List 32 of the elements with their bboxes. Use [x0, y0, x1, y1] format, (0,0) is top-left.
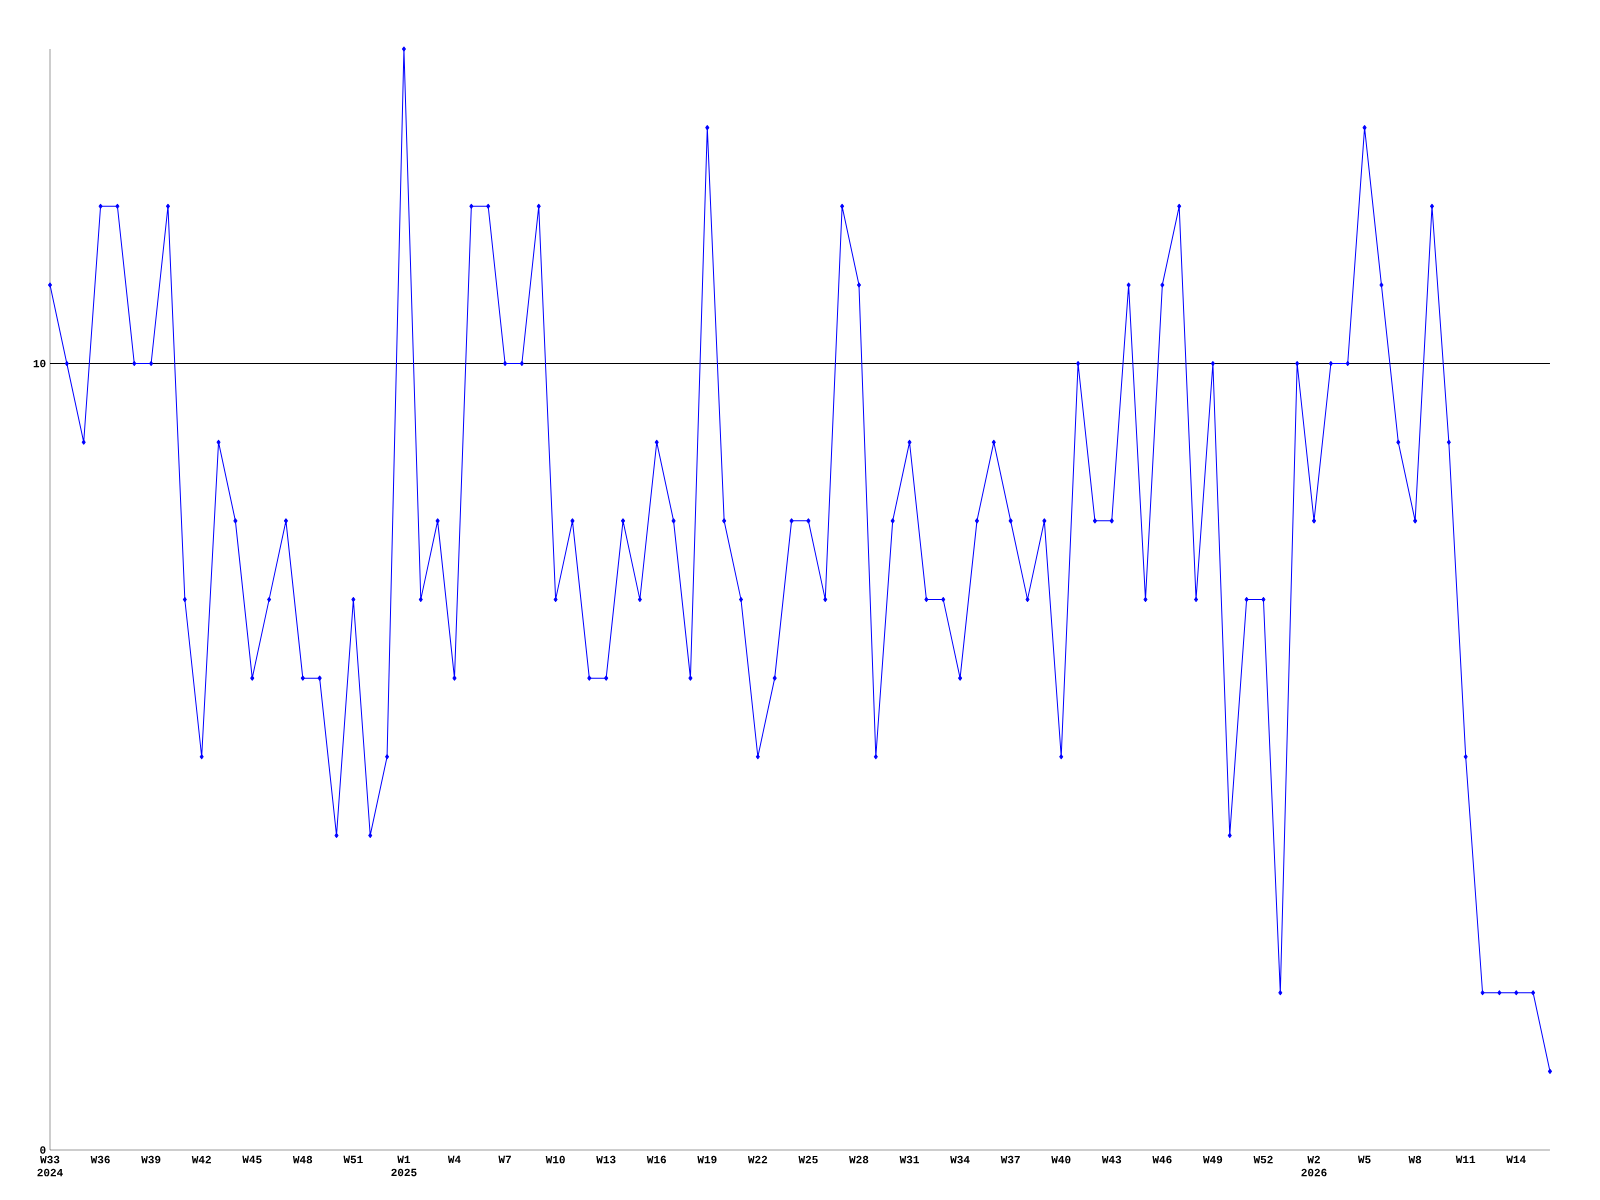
x-tick-label: W33 2024: [37, 1155, 63, 1177]
x-tick-label: W37: [1000, 1155, 1020, 1164]
x-tick-label: W14: [1506, 1155, 1526, 1164]
x-tick-label: W11: [1455, 1155, 1476, 1164]
x-tick-label: W49: [1202, 1155, 1223, 1164]
x-tick-label: W4: [447, 1155, 461, 1164]
x-tick-label: W16: [646, 1155, 667, 1164]
x-tick-label: W7: [498, 1155, 511, 1164]
x-tick-label: W13: [596, 1155, 616, 1164]
x-tick-label: W52: [1253, 1155, 1273, 1164]
y-tick-label: 10: [33, 359, 46, 368]
x-tick-label: W45: [242, 1155, 262, 1164]
x-tick-label: W40: [1051, 1155, 1071, 1164]
x-tick-label: W25: [798, 1155, 818, 1164]
x-tick-label: W31: [899, 1155, 919, 1164]
x-tick-label: W5: [1357, 1155, 1371, 1164]
x-tick-label: W51: [343, 1155, 363, 1164]
x-tick-label: W19: [697, 1155, 717, 1164]
x-tick-label: W48: [292, 1155, 313, 1164]
x-tick-label: W28: [849, 1155, 869, 1164]
x-tick-label: W34: [950, 1155, 970, 1164]
x-tick-label: W10: [545, 1155, 565, 1164]
x-tick-label: W43: [1101, 1155, 1122, 1164]
y-tick-label: 0: [40, 1146, 46, 1154]
x-tick-label: W42: [191, 1155, 211, 1164]
x-tick-label: W39: [141, 1155, 161, 1164]
x-tick-label: W8: [1408, 1155, 1422, 1164]
x-tick-label: W46: [1152, 1155, 1172, 1164]
x-tick-label: W22: [747, 1155, 768, 1164]
x-tick-label: W2 2026: [1301, 1155, 1327, 1177]
x-tick-label: W1 2025: [391, 1155, 417, 1177]
x-tick-label: W36: [90, 1155, 110, 1164]
